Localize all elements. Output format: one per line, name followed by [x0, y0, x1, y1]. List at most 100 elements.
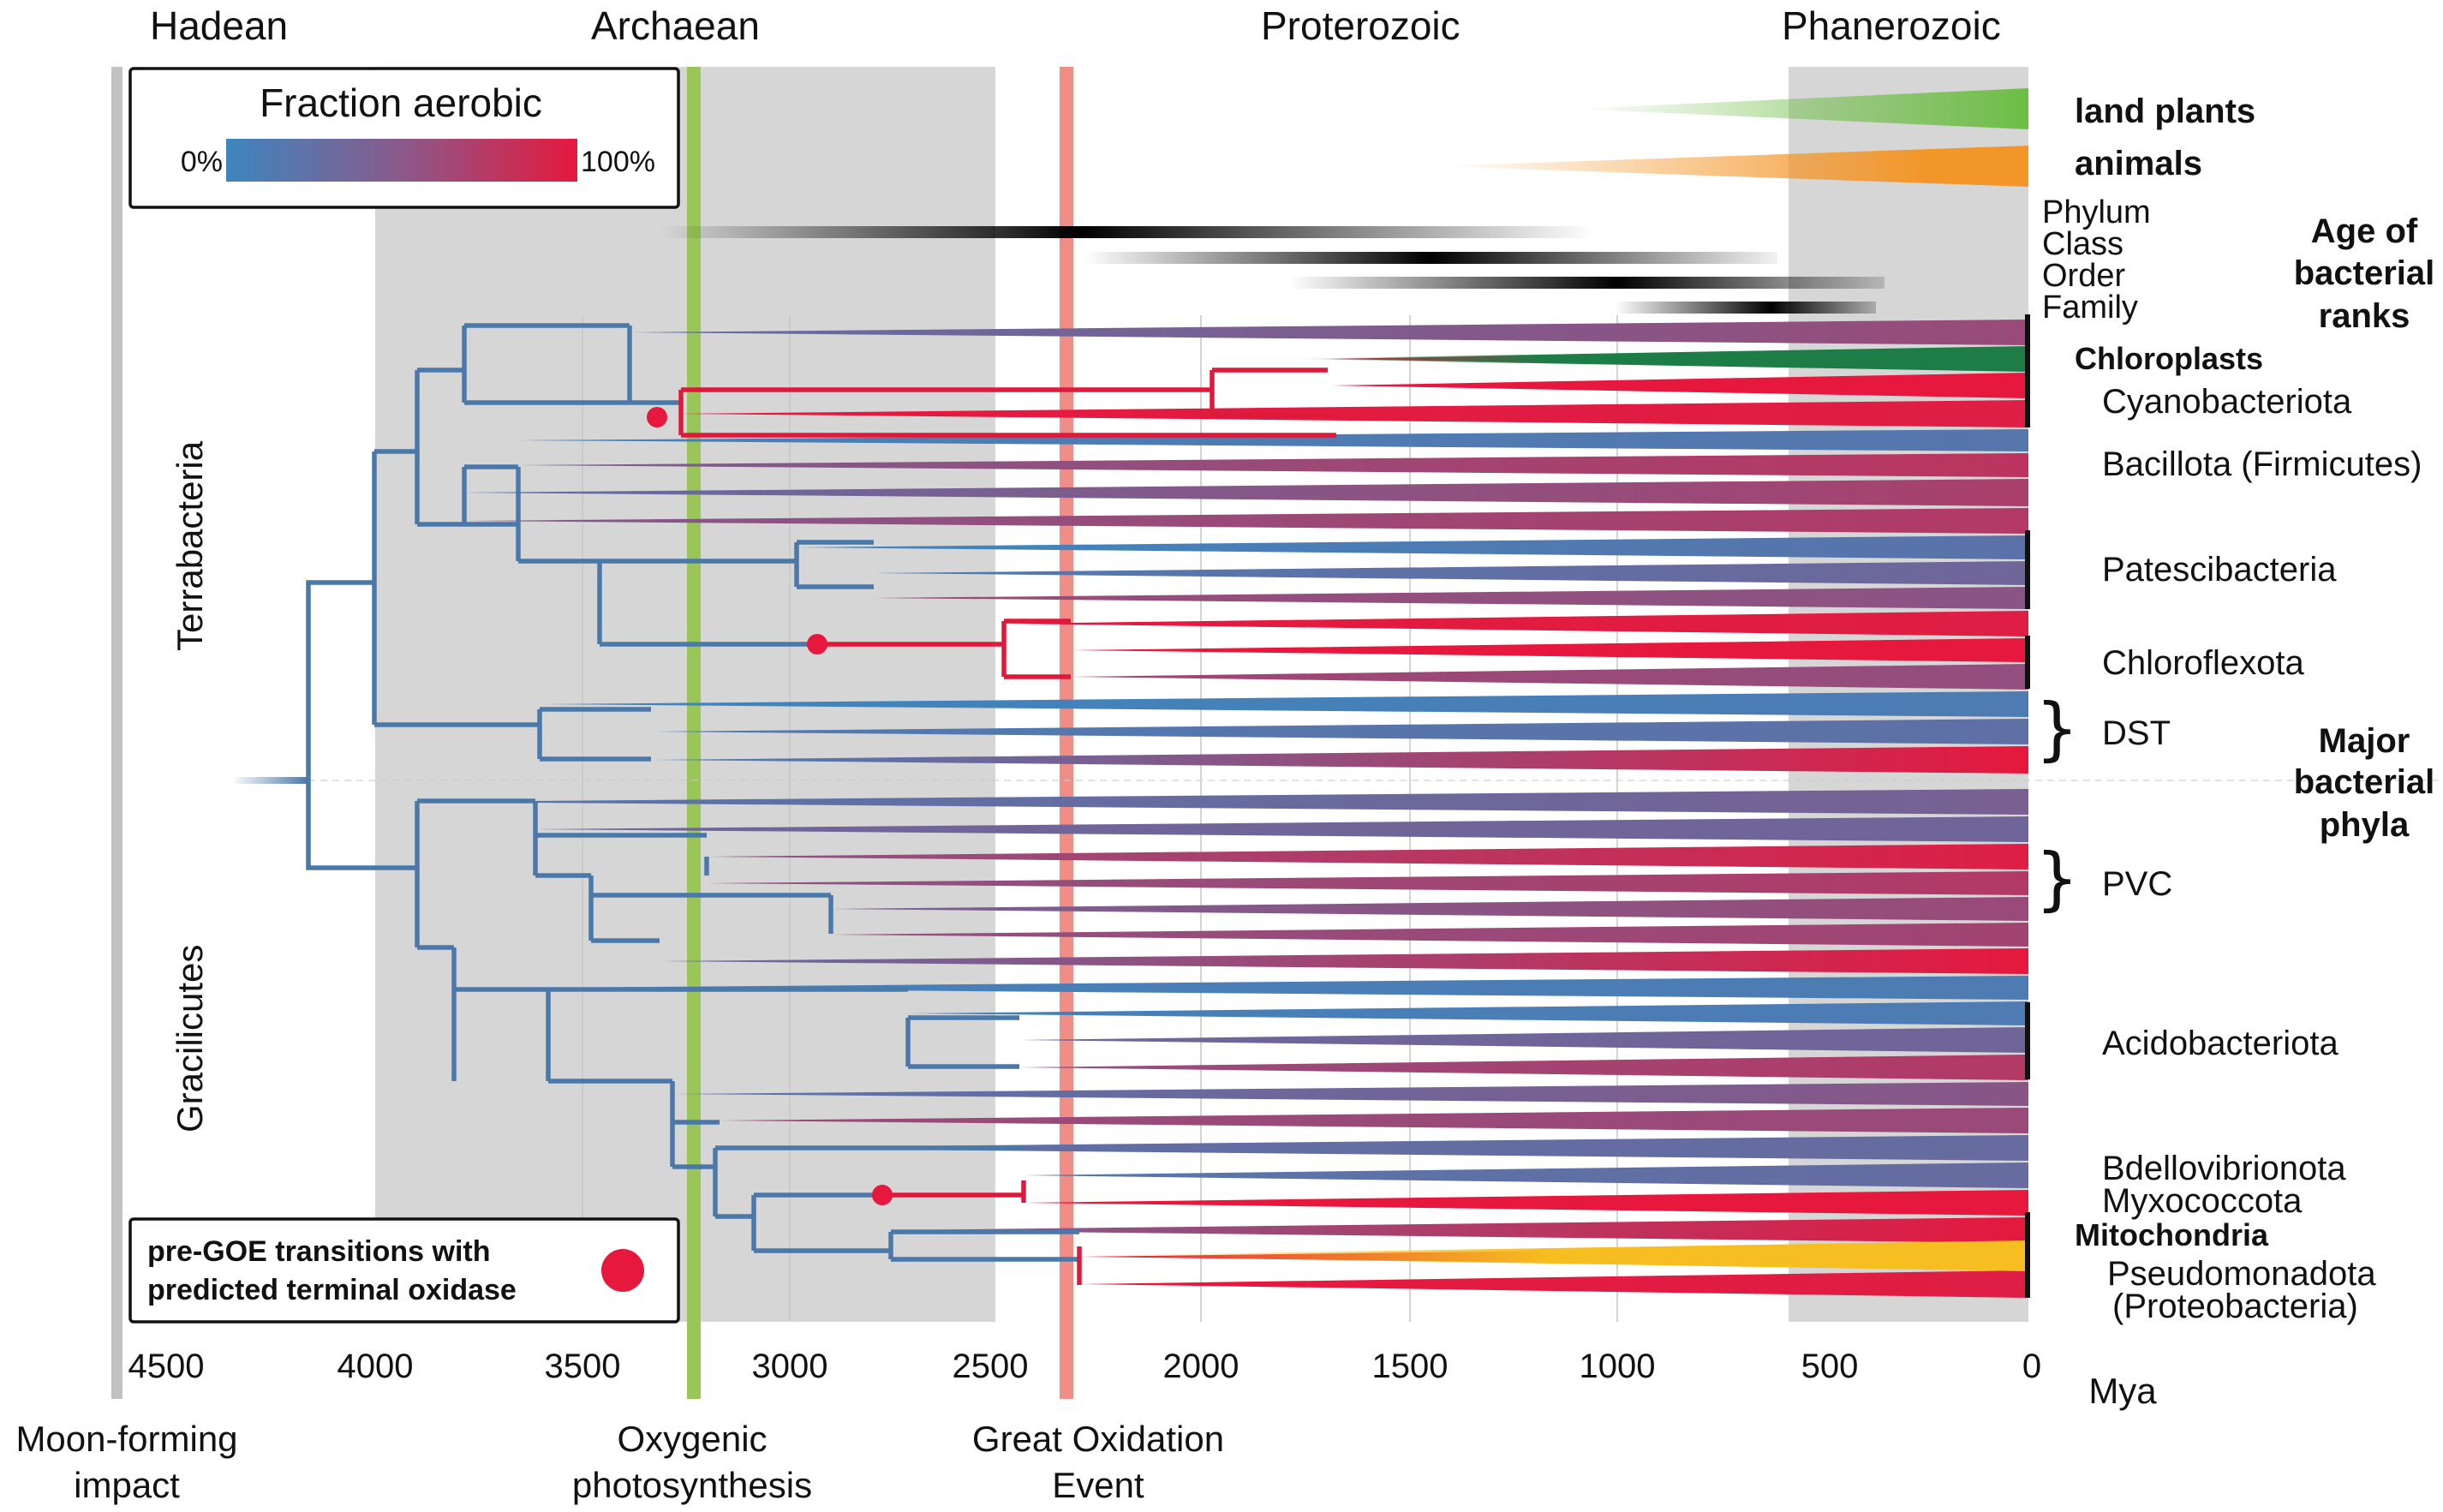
clade-wedge: [831, 897, 2028, 921]
archaean-shading: [375, 67, 995, 1322]
oxygenic-label-line1: Oxygenic: [617, 1419, 767, 1459]
phylogenetic-tree: [306, 323, 1336, 1285]
transition-legend-dot: [601, 1249, 644, 1292]
bdellovibrionota-label: Bdellovibrionota: [2102, 1150, 2346, 1187]
moon-forming-line: [111, 67, 122, 1399]
tick-1500: 1500: [1372, 1348, 1448, 1385]
land-plants-wedge: [1576, 88, 2028, 129]
tree-branch: [891, 1229, 1079, 1262]
transition-dot: [647, 407, 667, 427]
clade-wedge: [1079, 1270, 2028, 1298]
clade-wedge: [797, 535, 2028, 559]
axis-unit-label: Mya: [2088, 1371, 2157, 1411]
transition-legend-line2: predicted terminal oxidase: [147, 1274, 517, 1306]
clade-wedge: [831, 923, 2028, 947]
animals-label: animals: [2075, 145, 2202, 182]
era-phanerozoic: Phanerozoic: [1782, 3, 2001, 48]
acidobacteriota-label: Acidobacteriota: [2102, 1025, 2338, 1062]
clade-wedge: [531, 816, 2028, 842]
oxygenic-photosynthesis-line: [687, 67, 701, 1399]
dst-brace: }: [2035, 689, 2079, 768]
tree-branch: [797, 540, 874, 589]
pre-goe-transition-dots: [647, 350, 1831, 1205]
clade-wedge: [1071, 664, 2028, 690]
age-ranks-line3: ranks: [2319, 297, 2410, 335]
clade-wedge: [1024, 1162, 2028, 1188]
clade-wedge: [518, 453, 2028, 477]
mitochondria-wedge: [1071, 1240, 2028, 1271]
era-proterozoic: Proterozoic: [1261, 3, 1460, 48]
dst-label: DST: [2102, 714, 2171, 752]
clade-wedge: [874, 561, 2028, 585]
pseudomonadota-label: Pseudomonadota: [2107, 1255, 2376, 1293]
era-hadean: Hadean: [150, 3, 288, 48]
rank-order-label: Order: [2042, 258, 2125, 294]
clade-wedge: [1332, 373, 2028, 398]
clade-wedge: [463, 508, 2028, 534]
patescibacteria-label: Patescibacteria: [2102, 551, 2337, 589]
major-phyla-line2: bacterial: [2294, 763, 2435, 801]
tree-branch: [1212, 368, 1336, 418]
order-age-bar: [1289, 277, 1885, 289]
family-age-bar: [1615, 302, 1876, 314]
transition-dot: [807, 634, 827, 654]
major-phyla-line3: phyla: [2320, 806, 2410, 844]
clade-wedge: [677, 400, 2028, 427]
clade-wedge: [908, 1001, 2028, 1025]
pvc-label: PVC: [2102, 865, 2172, 903]
tree-branch: [306, 780, 417, 870]
clade-wedge: [420, 789, 2028, 815]
chloroplast-wedge: [1285, 346, 2028, 372]
clade-wedge: [1071, 638, 2028, 662]
aerobic-gradient-bar: [226, 139, 577, 182]
clade-wedge: [548, 976, 2028, 1000]
clade-wedge: [1019, 1055, 2028, 1080]
tick-2000: 2000: [1163, 1348, 1239, 1385]
grid-lines: [582, 315, 1618, 1322]
clade-wedge: [630, 320, 2028, 345]
transition-dot: [872, 1185, 893, 1205]
tree-branch: [681, 387, 1336, 438]
clade-wedge: [463, 479, 2028, 506]
chloroplast-origin-dot: [1814, 350, 1831, 368]
bacillota-label: Bacillota (Firmicutes): [2102, 445, 2422, 483]
goe-label-line1: Great Oxidation: [972, 1419, 1224, 1459]
goe-label-line2: Event: [1052, 1465, 1144, 1505]
era-archaean: Archaean: [591, 3, 760, 48]
phylum-bracket-bars: [2025, 314, 2030, 1298]
clade-wedge: [707, 871, 2028, 895]
tick-3500: 3500: [545, 1348, 621, 1385]
rank-family-label: Family: [2042, 290, 2138, 326]
tree-branch: [908, 1015, 1019, 1069]
tick-1000: 1000: [1580, 1348, 1656, 1385]
clade-wedge: [1019, 1027, 2028, 1053]
land-plants-label: land plants: [2075, 93, 2255, 130]
cyanobacteriota-label: Cyanobacteriota: [2102, 383, 2352, 421]
clade-wedge: [651, 746, 2028, 774]
clade-wedge: [1002, 611, 2028, 636]
mitochondria-label: Mitochondria: [2075, 1217, 2269, 1252]
clade-wedge: [720, 1108, 2028, 1133]
myxococcota-label: Myxococcota: [2102, 1182, 2303, 1220]
oxygenic-label-line2: photosynthesis: [572, 1465, 812, 1505]
tick-2500: 2500: [953, 1348, 1029, 1385]
clade-wedge: [715, 1135, 2028, 1161]
clade-wedge: [1024, 1190, 2028, 1216]
tick-500: 500: [1801, 1348, 1859, 1385]
clade-wedge: [707, 844, 2028, 870]
animals-wedge: [1439, 146, 2028, 187]
tree-branch: [306, 580, 374, 780]
legend-title: Fraction aerobic: [260, 81, 542, 125]
chloroflexota-label: Chloroflexota: [2102, 644, 2304, 682]
major-phyla-line1: Major: [2319, 722, 2410, 760]
clade-wedge: [651, 719, 2028, 744]
gracilicutes-label: Gracilicutes: [170, 945, 210, 1133]
legend-min: 0%: [181, 146, 223, 178]
transition-legend-line1: pre-GOE transitions with: [147, 1235, 490, 1268]
age-ranks-line2: bacterial: [2294, 254, 2435, 292]
terrabacteria-label: Terrabacteria: [170, 440, 210, 651]
clade-wedge: [660, 948, 2028, 974]
clade-wedge: [891, 1217, 2028, 1243]
age-ranks-line1: Age of: [2311, 212, 2418, 250]
